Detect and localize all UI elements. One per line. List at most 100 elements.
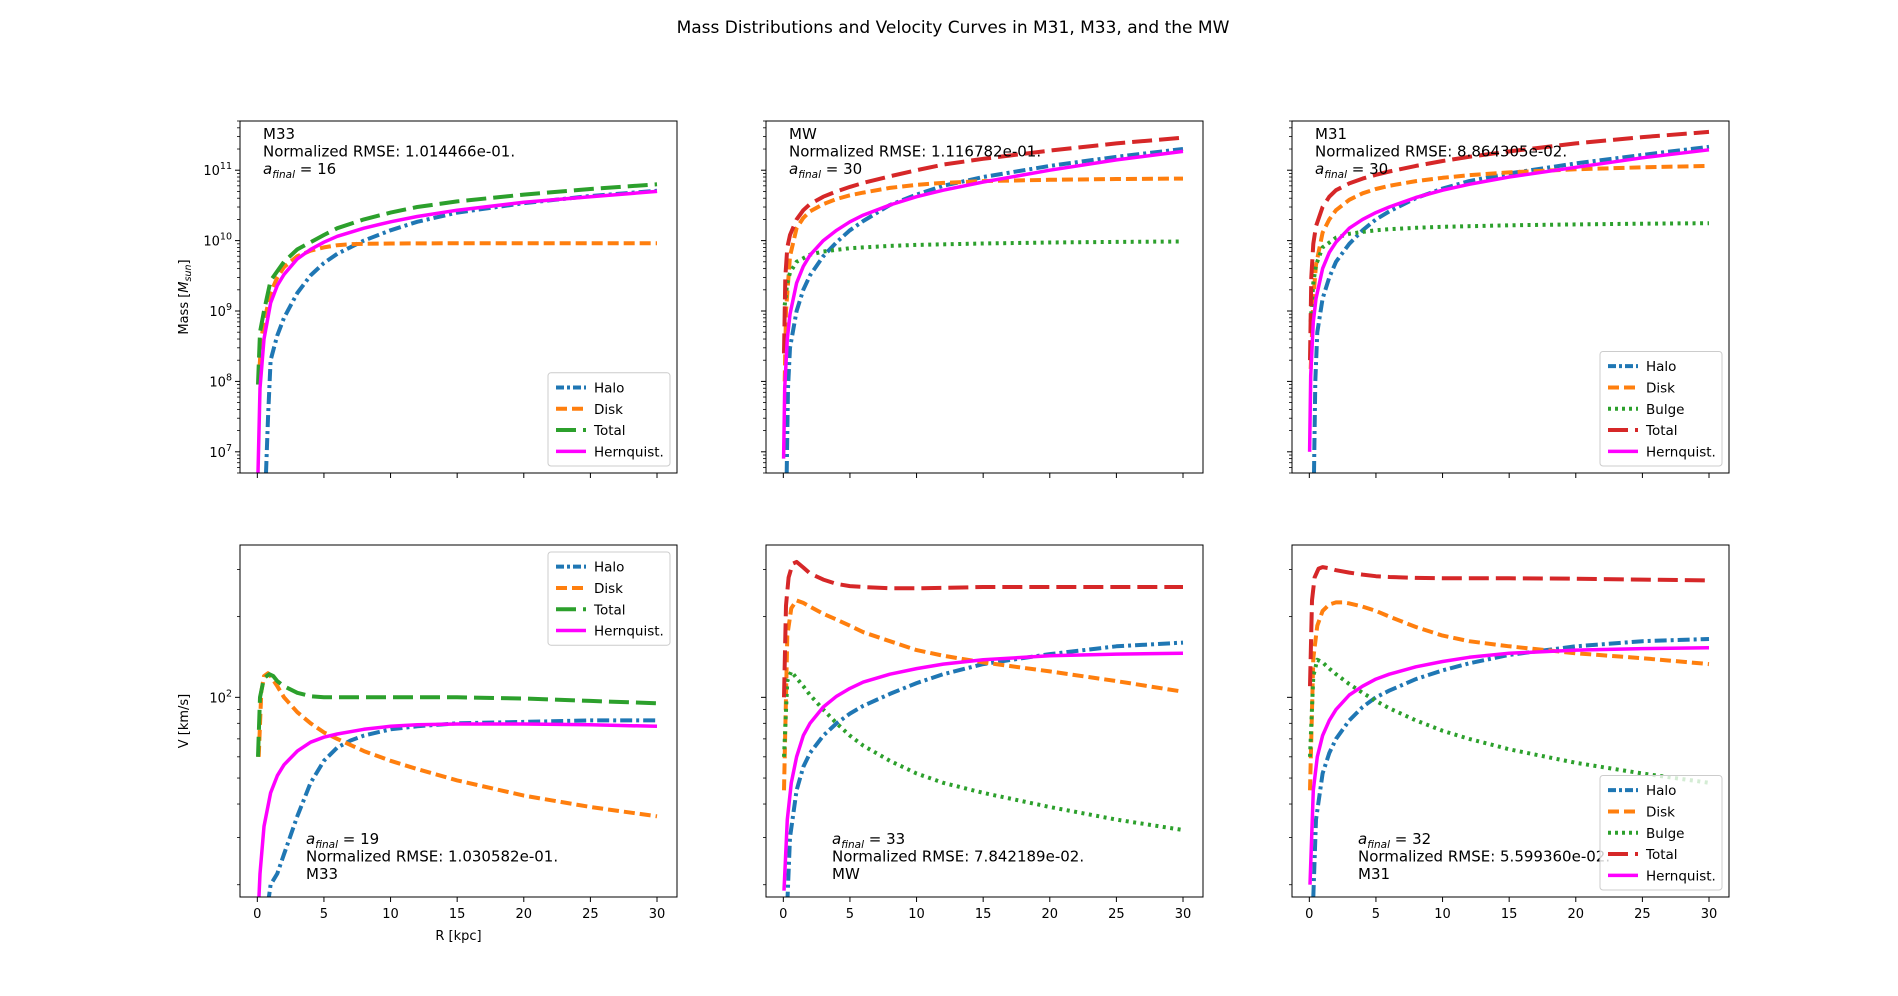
series-line-hernquist — [257, 722, 658, 897]
annotation-line: Normalized RMSE: 1.116782e-01. — [789, 143, 1041, 161]
annotation-line: afinal = 16 — [263, 160, 336, 181]
series-line-disk — [256, 241, 657, 382]
x-tick-label: 5 — [1372, 907, 1380, 922]
legend-label: Total — [593, 423, 626, 439]
series-line-bulge — [1308, 221, 1710, 323]
series-line-bulge — [782, 669, 1184, 832]
x-tick-label: 15 — [449, 907, 466, 922]
annotation-line: M31 — [1358, 865, 1390, 883]
y-tick-label: 107 — [209, 443, 232, 461]
x-tick-label: 10 — [908, 907, 925, 922]
legend-label: Hernquist. — [1646, 868, 1716, 884]
series-line-total — [782, 559, 1183, 698]
x-tick-label: 0 — [1305, 907, 1313, 922]
x-tick-label: 20 — [516, 907, 533, 922]
series-line-total — [256, 672, 658, 757]
y-tick-label: 102 — [209, 688, 232, 706]
x-tick-label: 20 — [1042, 907, 1059, 922]
legend: Halo Disk Bulge Total Hernquist. — [1599, 775, 1723, 891]
annotation-line: afinal = 30 — [1315, 160, 1388, 181]
annotation-line: afinal = 19 — [306, 830, 379, 851]
axes-frame — [1291, 120, 1730, 474]
subplot-mass-m33: 107 108 109 1010 1011 Mass [Msun] M33Normalize… — [177, 120, 678, 478]
legend-label: Halo — [1646, 783, 1676, 799]
annotation-line: MW — [832, 865, 860, 883]
axes-frame — [239, 544, 678, 898]
legend-label: Total — [1645, 423, 1678, 439]
annotation-line: afinal = 33 — [832, 830, 905, 851]
subplot-velocity-m33: 0 5 10 15 20 25 30 102 R [kpc] V [km/s] afinal = 1… — [177, 544, 678, 944]
x-tick-label: 20 — [1568, 907, 1585, 922]
legend-label: Bulge — [1646, 826, 1684, 842]
x-tick-label: 10 — [382, 907, 399, 922]
y-tick-label: 108 — [209, 372, 232, 390]
legend-label: Halo — [594, 560, 624, 576]
legend-label: Halo — [594, 380, 624, 396]
annotation-line: M33 — [306, 865, 338, 883]
legend-label: Bulge — [1646, 402, 1684, 418]
legend-label: Hernquist. — [594, 624, 664, 640]
series-line-disk — [1308, 600, 1710, 791]
axes-frame — [765, 120, 1204, 474]
x-tick-label: 25 — [582, 907, 599, 922]
x-tick-label: 15 — [975, 907, 992, 922]
y-axis-label: Mass [Msun] — [177, 259, 194, 334]
series-line-bulge — [1308, 657, 1710, 785]
annotation-line: MW — [789, 125, 817, 143]
axes-frame — [1291, 544, 1730, 898]
x-tick-label: 10 — [1434, 907, 1451, 922]
y-axis-label: V [km/s] — [177, 694, 192, 749]
y-tick-label: 109 — [209, 302, 232, 320]
figure-title: Mass Distributions and Velocity Curves i… — [677, 18, 1230, 38]
series-line-hernquist — [256, 189, 658, 473]
x-tick-label: 5 — [320, 907, 328, 922]
annotation-line: Normalized RMSE: 7.842189e-02. — [832, 848, 1084, 866]
x-tick-label: 30 — [649, 907, 666, 922]
series-line-total — [782, 135, 1184, 354]
annotation-line: Normalized RMSE: 1.030582e-01. — [306, 848, 558, 866]
series-line-total — [256, 182, 658, 385]
series-line-disk — [1308, 163, 1710, 370]
legend-label: Disk — [594, 402, 623, 418]
annotation-line: M33 — [263, 125, 295, 143]
x-tick-label: 5 — [846, 907, 854, 922]
x-tick-label: 30 — [1175, 907, 1192, 922]
legend-label: Disk — [594, 581, 623, 597]
series-line-halo — [784, 147, 1184, 473]
legend-label: Total — [1645, 847, 1678, 863]
legend: Halo Disk Total Hernquist. — [547, 551, 671, 646]
y-tick-label: 1010 — [203, 232, 232, 250]
legend-label: Disk — [1646, 804, 1675, 820]
series-line-bulge — [782, 239, 1184, 306]
legend-label: Total — [593, 602, 626, 618]
axes-frame — [239, 120, 678, 474]
series-line-disk — [256, 671, 658, 819]
series-line-hernquist — [782, 651, 1184, 891]
legend-label: Disk — [1646, 380, 1675, 396]
annotation-line: Normalized RMSE: 8.864305e-02. — [1315, 143, 1567, 161]
series-line-halo — [1312, 144, 1710, 473]
x-tick-label: 0 — [253, 907, 261, 922]
legend: Halo Disk Bulge Total Hernquist. — [1599, 351, 1723, 467]
x-tick-label: 15 — [1501, 907, 1518, 922]
legend-label: Halo — [1646, 359, 1676, 375]
series-line-disk — [782, 598, 1184, 791]
legend-label: Hernquist. — [1646, 444, 1716, 460]
annotation-line: Normalized RMSE: 5.599360e-02. — [1358, 848, 1610, 866]
annotation-line: M31 — [1315, 125, 1347, 143]
x-tick-label: 30 — [1701, 907, 1718, 922]
x-tick-label: 25 — [1634, 907, 1651, 922]
y-tick-label: 1011 — [203, 161, 232, 179]
series-line-total — [1308, 565, 1710, 687]
annotation-line: Normalized RMSE: 1.014466e-01. — [263, 143, 515, 161]
